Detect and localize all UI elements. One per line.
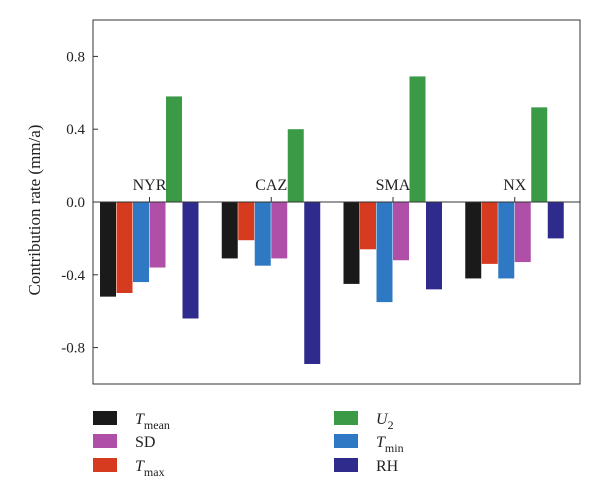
legend-swatch-tmean <box>93 411 117 425</box>
legend-label-rh: RH <box>376 458 399 475</box>
bar-tmax-nyr <box>116 202 133 293</box>
bar-sd-sma <box>393 202 409 261</box>
legend-label-tmax: Tmax <box>135 458 165 479</box>
y-tick-label: 0.0 <box>66 195 85 211</box>
axes: 0.8 0.4 0.0 -0.4 -0.8 NYR CAZ SMA NX <box>61 19 581 385</box>
category-label-nx: NX <box>503 177 527 194</box>
bar-tmax-caz <box>238 202 255 241</box>
bar-rh-nyr <box>182 202 199 319</box>
bar-u2-sma <box>409 76 426 202</box>
legend-label-sd: SD <box>135 434 155 451</box>
legend-label-u2: U2 <box>376 411 394 432</box>
bar-u2-nx <box>531 107 548 202</box>
legend-label-tmean: Tmean <box>135 411 170 432</box>
legend-swatch-u2 <box>334 411 358 425</box>
y-tick-label: 0.8 <box>66 49 85 65</box>
legend: Tmean U2 SD Tmin Tmax RH <box>93 411 404 479</box>
bar-rh-nx <box>547 202 564 239</box>
bar-rh-caz <box>304 202 321 364</box>
bar-tmean-nyr <box>100 202 116 297</box>
category-label-nyr: NYR <box>133 177 167 194</box>
bar-tmean-nx <box>465 202 482 279</box>
bar-tmin-nyr <box>133 202 149 283</box>
bar-sd-nyr <box>149 202 166 268</box>
legend-label-tmin: Tmin <box>376 434 404 455</box>
category-label-caz: CAZ <box>255 177 287 194</box>
y-axis-title: Contribution rate (mm/a) <box>25 125 44 296</box>
bar-sd-nx <box>514 202 531 263</box>
y-tick-label: -0.8 <box>61 341 85 357</box>
category-label-sma: SMA <box>376 177 411 194</box>
bar-tmax-sma <box>360 202 376 250</box>
legend-swatch-tmin <box>334 434 358 448</box>
bar-u2-nyr <box>166 96 182 202</box>
bar-tmin-caz <box>254 202 271 266</box>
bar-tmean-sma <box>343 202 360 284</box>
bar-u2-caz <box>287 129 304 202</box>
bar-rh-sma <box>426 202 442 290</box>
bar-tmean-caz <box>221 202 238 259</box>
legend-swatch-rh <box>334 458 358 472</box>
legend-swatch-tmax <box>93 458 117 472</box>
legend-swatch-sd <box>93 434 117 448</box>
y-tick-label: 0.4 <box>66 122 85 138</box>
bar-tmin-nx <box>498 202 515 279</box>
plot-area <box>100 76 564 364</box>
bar-tmax-nx <box>481 202 498 264</box>
bar-tmin-sma <box>376 202 393 303</box>
bar-sd-caz <box>271 202 288 259</box>
y-tick-label: -0.4 <box>61 268 85 284</box>
